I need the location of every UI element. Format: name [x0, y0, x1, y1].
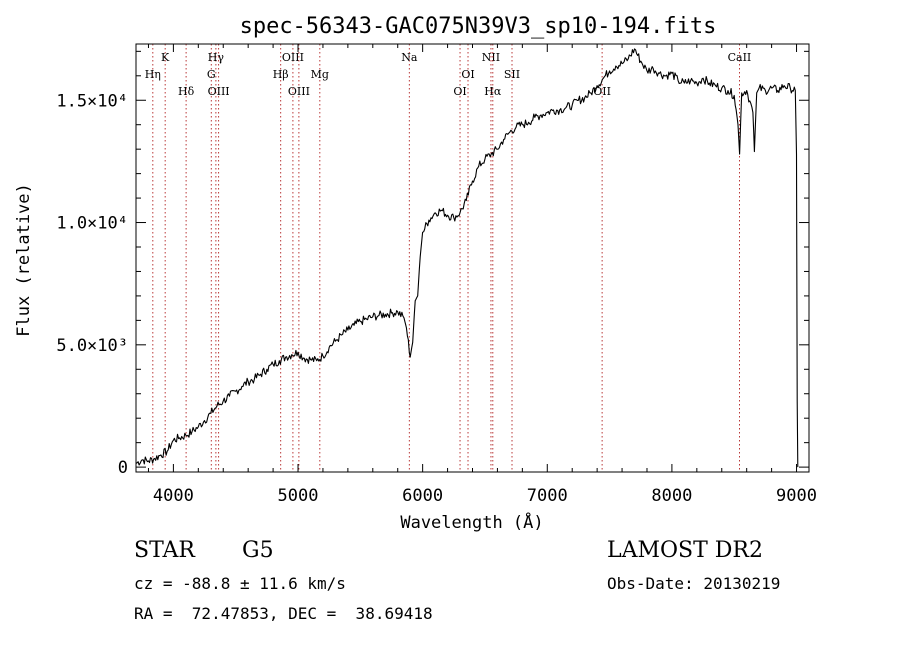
spectral-marker-label: OIII [288, 85, 310, 98]
spectral-marker-label: OII [593, 85, 611, 98]
x-tick-label: 5000 [278, 486, 319, 506]
x-tick-label: 9000 [776, 486, 817, 506]
spectral-marker-label: K [161, 51, 170, 64]
plot-frame [135, 43, 810, 473]
spectral-marker-label: Hα [484, 85, 502, 98]
spectrum-chart: spec-56343-GAC075N39V3_sp10-194.fits HηK… [14, 14, 817, 533]
spectral-marker-label: Na [401, 51, 418, 64]
object-subclass: G5 [242, 538, 274, 563]
y-axis-label: Flux (relative) [14, 183, 34, 337]
y-tick-label: 1.5×10⁴ [56, 91, 128, 111]
spectral-marker-label: OI [453, 85, 466, 98]
x-tick-label: 7000 [527, 486, 568, 506]
spectral-marker-label: Hδ [178, 85, 195, 98]
x-axis-label: Wavelength (Å) [400, 511, 543, 533]
spectral-marker-label: Hβ [273, 68, 289, 81]
spectral-marker-label: NII [482, 51, 500, 64]
coordinates: RA = 72.47853, DEC = 38.69418 [134, 604, 433, 623]
spectral-marker-label: Hη [145, 68, 161, 81]
spectral-marker-label: Hγ [208, 51, 225, 64]
y-tick-label: 1.0×10⁴ [56, 214, 128, 234]
x-tick-label: 4000 [153, 486, 194, 506]
y-tick-label: 0 [118, 458, 128, 478]
observation-date: Obs-Date: 20130219 [607, 574, 781, 593]
spectrum-line [135, 48, 799, 468]
spectral-marker-label: OI [461, 68, 474, 81]
spectral-marker-label: Mg [311, 68, 329, 81]
redshift-velocity: cz = -88.8 ± 11.6 km/s [134, 574, 346, 593]
spectral-marker-label: G [207, 68, 216, 81]
x-tick-label: 8000 [651, 486, 692, 506]
spectral-marker-label: CaII [728, 51, 752, 64]
y-tick-label: 5.0×10³ [56, 336, 128, 356]
spectral-marker-label: SII [504, 68, 520, 81]
spectral-marker-label: OIII [208, 85, 230, 98]
object-class: STAR [134, 538, 195, 563]
chart-title: spec-56343-GAC075N39V3_sp10-194.fits [240, 14, 717, 39]
spectral-line-markers: HηKHδGHγOIIIHβOIIIOIIIMgNaOIOINIIHαSIIOI… [145, 44, 752, 472]
x-tick-label: 6000 [402, 486, 443, 506]
spectral-marker-label: OIII [282, 51, 304, 64]
survey-name: LAMOST DR2 [607, 538, 763, 563]
axis-ticks: 4000 5000 6000 7000 8000 9000 0 5.0×10³ 1.0×10⁴ 1… [56, 44, 817, 506]
